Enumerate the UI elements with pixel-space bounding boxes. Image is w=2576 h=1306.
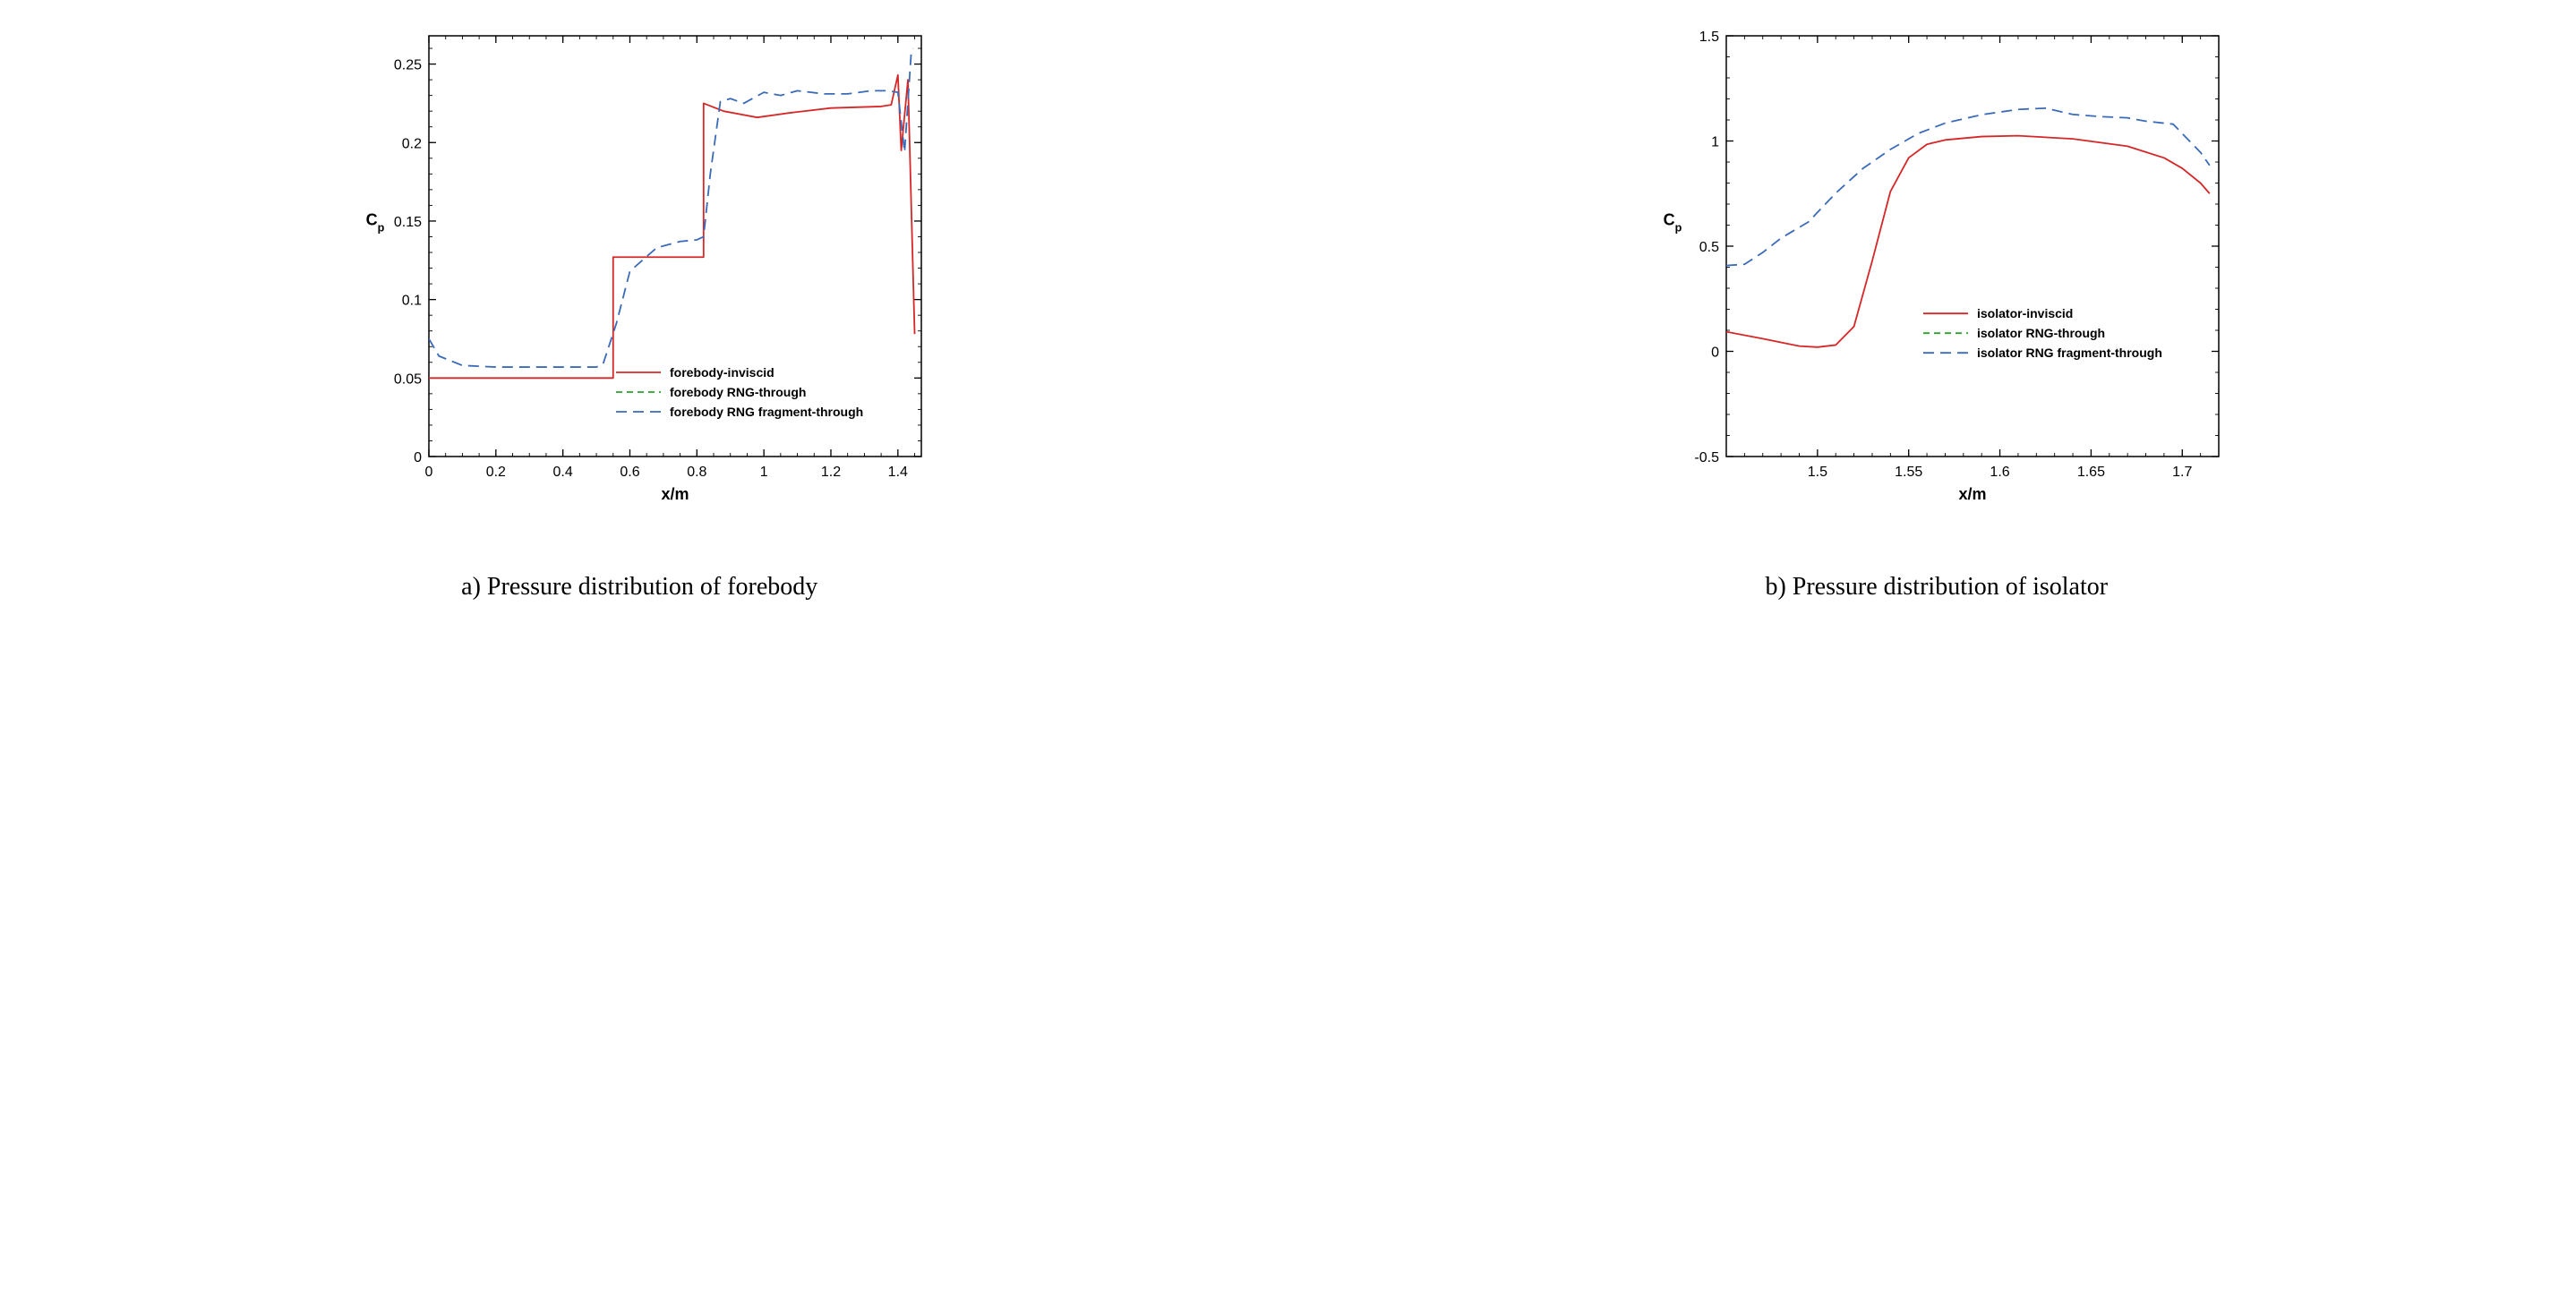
chart-isolator: 1.5 1.55 1.6 1.65 1.7 -0.5 0 0.5 1 1.5 x/m Cp isolat… [1650,18,2223,519]
svg-text:1.7: 1.7 [2172,465,2192,480]
svg-text:1.4: 1.4 [888,465,908,480]
svg-text:0: 0 [414,450,422,465]
svg-text:0.05: 0.05 [394,371,422,387]
svg-text:isolator-inviscid: isolator-inviscid [1977,306,2073,320]
svg-text:0.6: 0.6 [620,465,640,480]
svg-text:forebody-inviscid: forebody-inviscid [670,365,775,380]
caption-forebody: a) Pressure distribution of forebody [461,573,817,602]
svg-text:1.5: 1.5 [1699,30,1719,45]
svg-text:0.8: 0.8 [687,465,706,480]
svg-text:1.6: 1.6 [1990,465,2009,480]
svg-text:-0.5: -0.5 [1694,450,1719,465]
svg-text:x/m: x/m [662,485,689,503]
svg-text:Cp: Cp [366,211,385,235]
svg-text:0.4: 0.4 [553,465,573,480]
svg-text:0.5: 0.5 [1699,240,1719,255]
chart-forebody: 0 0.2 0.4 0.6 0.8 1 1.2 1.4 0 0.05 0.1 0.15 0.2 0.25 x… [353,18,926,519]
svg-text:x/m: x/m [1958,485,1986,503]
caption-isolator: b) Pressure distribution of isolator [1765,573,2108,602]
svg-text:1.65: 1.65 [2077,465,2105,480]
svg-text:1.5: 1.5 [1807,465,1827,480]
svg-text:0.2: 0.2 [486,465,506,480]
svg-text:0.2: 0.2 [402,136,422,151]
figure-container: 0 0.2 0.4 0.6 0.8 1 1.2 1.4 0 0.05 0.1 0.15 0.2 0.25 x… [18,18,2558,602]
svg-text:1.2: 1.2 [821,465,841,480]
panel-forebody: 0 0.2 0.4 0.6 0.8 1 1.2 1.4 0 0.05 0.1 0.15 0.2 0.25 x… [353,18,926,602]
svg-text:0.25: 0.25 [394,58,422,73]
svg-text:forebody RNG fragment-through: forebody RNG fragment-through [670,405,863,419]
svg-text:0: 0 [1711,346,1719,361]
svg-text:isolator RNG fragment-through: isolator RNG fragment-through [1977,346,2162,360]
svg-text:1: 1 [760,465,768,480]
panel-isolator: 1.5 1.55 1.6 1.65 1.7 -0.5 0 0.5 1 1.5 x/m Cp isolat… [1650,18,2223,602]
svg-text:isolator RNG-through: isolator RNG-through [1977,326,2105,340]
svg-text:1: 1 [1711,135,1719,150]
svg-text:0.15: 0.15 [394,215,422,230]
svg-text:0.1: 0.1 [402,294,422,309]
svg-text:forebody RNG-through: forebody RNG-through [670,385,806,399]
svg-text:Cp: Cp [1663,211,1682,235]
svg-text:0: 0 [425,465,433,480]
svg-text:1.55: 1.55 [1895,465,1922,480]
